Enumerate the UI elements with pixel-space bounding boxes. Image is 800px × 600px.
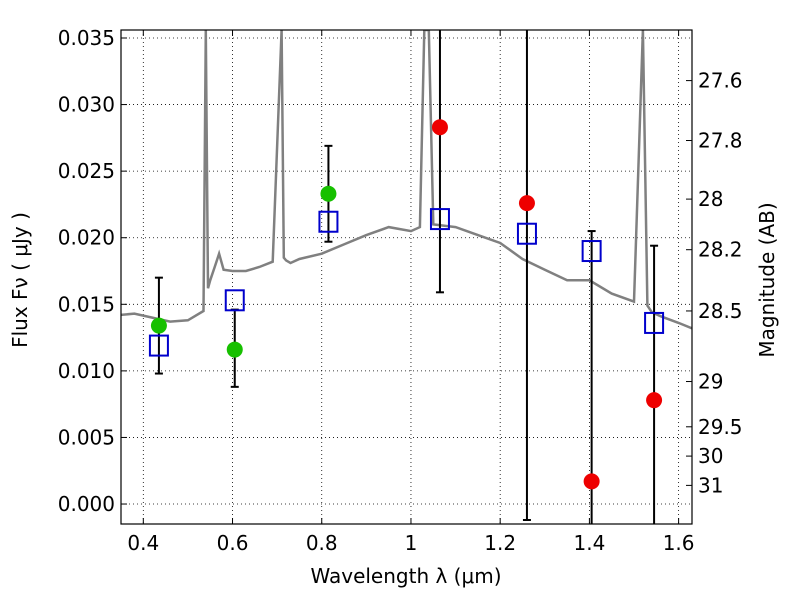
blue-square-point xyxy=(516,222,537,245)
blue-square-point xyxy=(224,289,245,312)
data-points xyxy=(148,119,665,490)
x-tick-label: 1.6 xyxy=(663,531,695,555)
spectrum xyxy=(121,30,692,330)
error-bar xyxy=(650,244,659,524)
green-point xyxy=(150,317,167,334)
y-tick-label: 0.005 xyxy=(58,425,115,449)
red-point xyxy=(583,473,600,490)
error-bars xyxy=(154,30,659,524)
plot-frame xyxy=(120,29,693,525)
mag-tick-label: 30 xyxy=(698,444,723,468)
mag-tick-label: 27.8 xyxy=(698,129,743,153)
error-bar xyxy=(522,30,531,522)
green-point xyxy=(320,185,337,202)
right-axis-label: Magnitude (AB) xyxy=(755,202,779,357)
x-tick-label: 0.6 xyxy=(217,531,249,555)
x-tick-label: 1.2 xyxy=(484,531,516,555)
y-tick-label: 0.035 xyxy=(58,26,115,50)
y-tick-label: 0.025 xyxy=(58,159,115,183)
mag-tick-label: 29.5 xyxy=(698,415,743,439)
mag-tick-label: 31 xyxy=(698,473,723,497)
mag-tick-label: 28.5 xyxy=(698,299,743,323)
mag-tick-label: 27.6 xyxy=(698,69,743,93)
blue-square-point xyxy=(318,210,339,233)
y-tick-label: 0.010 xyxy=(58,359,115,383)
red-point xyxy=(518,195,535,212)
spectrum-line xyxy=(121,30,692,330)
error-bar xyxy=(435,30,444,294)
x-tick-label: 0.8 xyxy=(306,531,338,555)
x-tick-label: 0.4 xyxy=(127,531,159,555)
red-point xyxy=(646,392,663,409)
blue-square-point xyxy=(644,311,665,334)
y-axis-label: Flux Fν ( μJy ) xyxy=(8,212,32,348)
blue-square-point xyxy=(148,334,169,357)
x-tick-label: 1.4 xyxy=(573,531,605,555)
mag-tick-label: 29 xyxy=(698,370,723,394)
x-tick-label: 1 xyxy=(405,531,418,555)
mag-tick-label: 28.2 xyxy=(698,238,743,262)
mag-tick-label: 28 xyxy=(698,187,723,211)
green-point xyxy=(226,341,243,358)
blue-square-point xyxy=(581,240,602,263)
red-point xyxy=(431,119,448,136)
x-axis-label: Wavelength λ (μm) xyxy=(310,564,501,588)
axis-ticks: 0.4 0.6 0.8 1 1.2 1.4 1.6 0.000 0.005 0.010 0.015 0… xyxy=(58,26,743,555)
blue-square-point xyxy=(429,208,450,231)
y-tick-label: 0.030 xyxy=(58,93,115,117)
y-tick-label: 0.000 xyxy=(58,492,115,516)
y-tick-label: 0.020 xyxy=(58,226,115,250)
y-tick-label: 0.015 xyxy=(58,292,115,316)
